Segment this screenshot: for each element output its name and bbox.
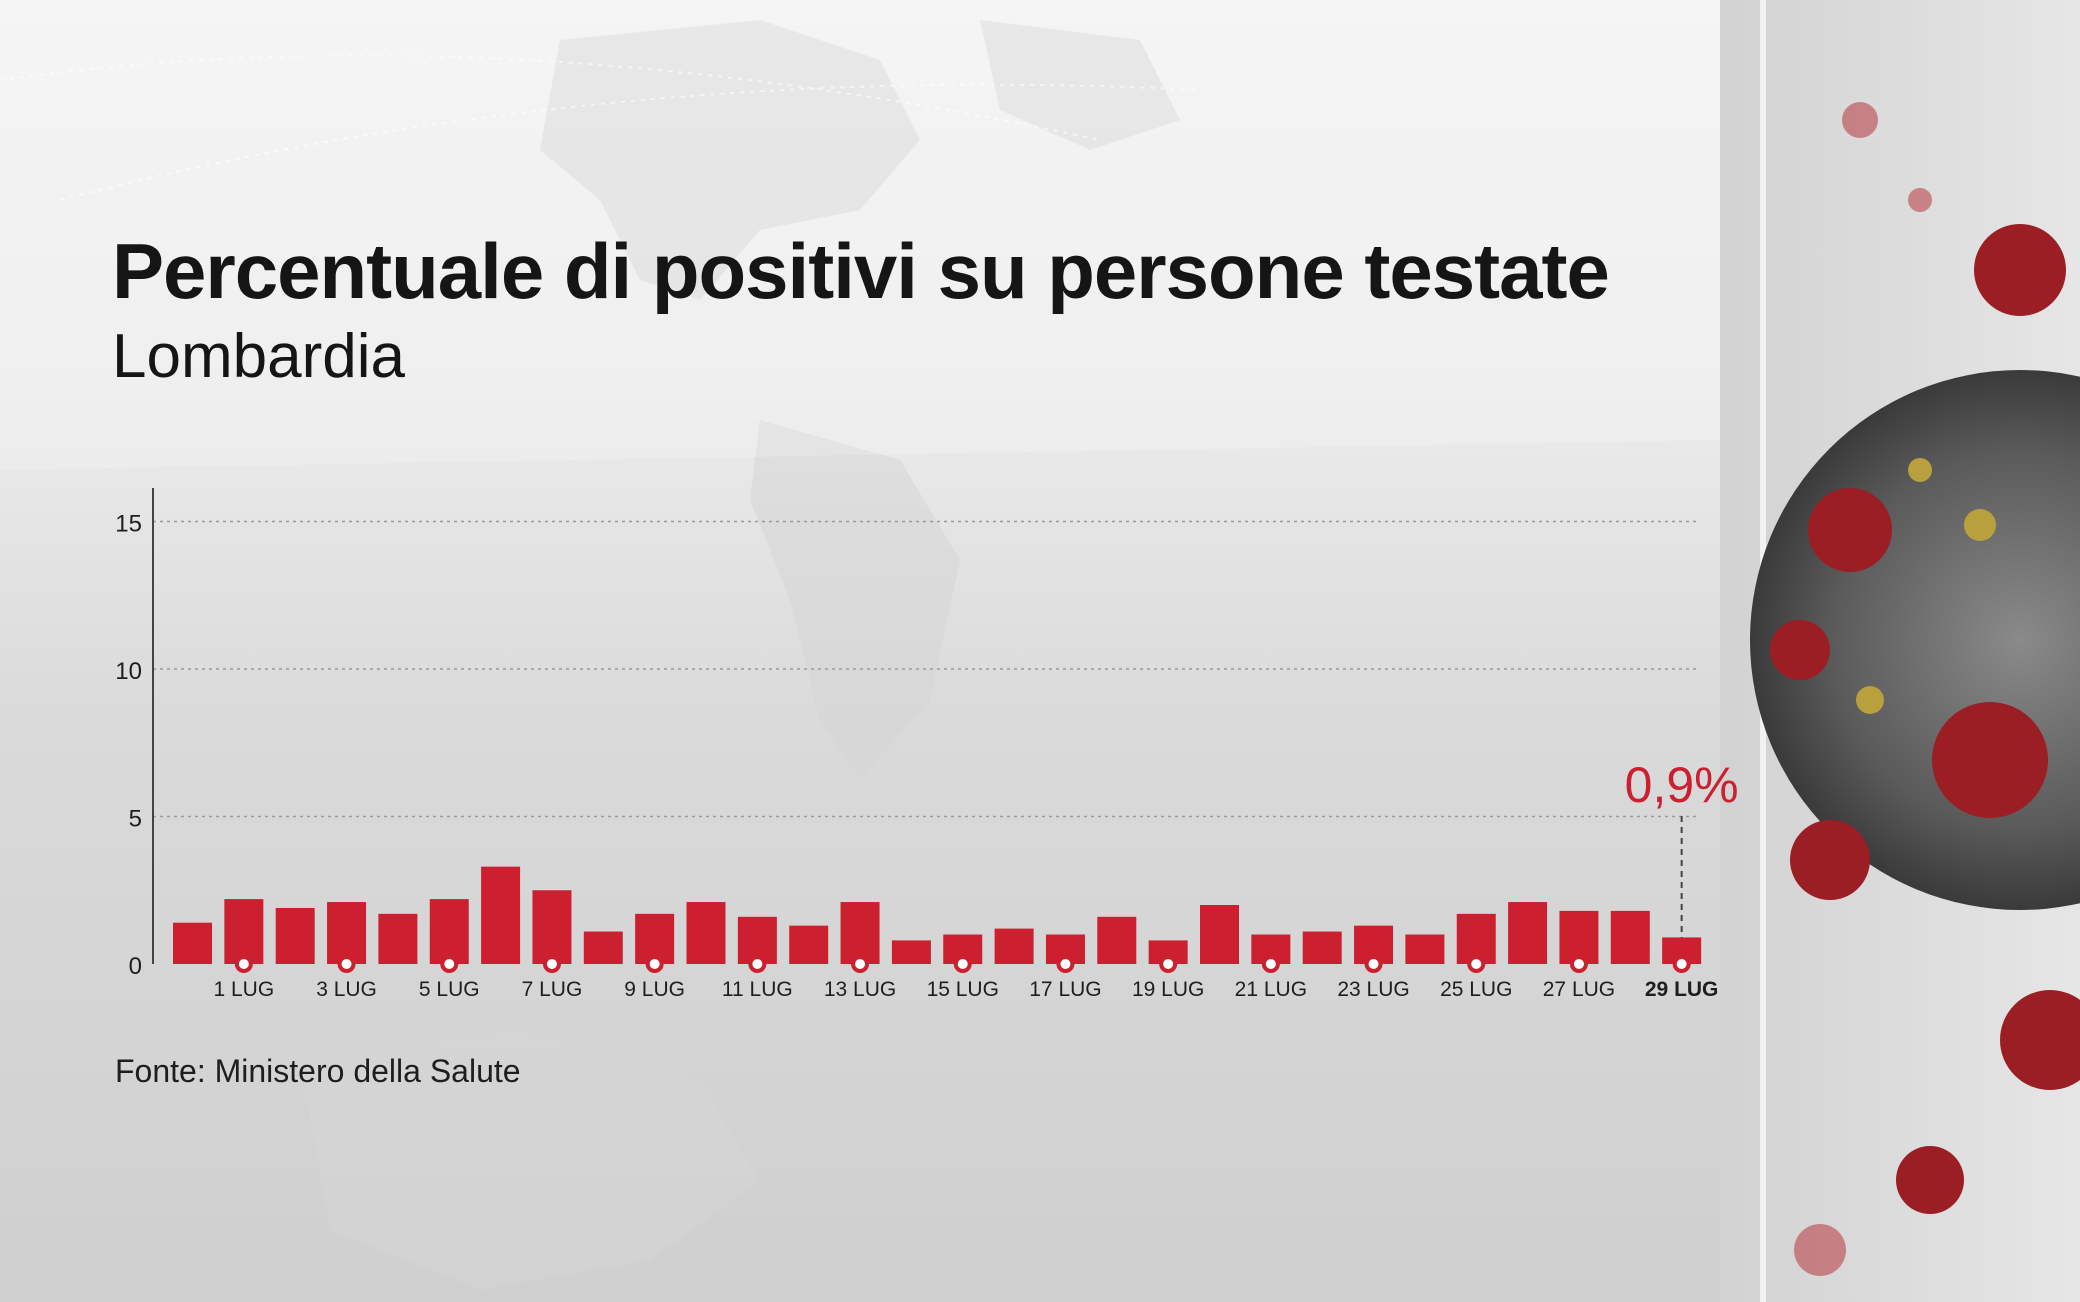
x-tick-marker [1159, 955, 1178, 973]
x-tick-marker [953, 955, 972, 973]
x-tick-label: 23 LUG [1337, 978, 1409, 1001]
bar-30-giu [173, 922, 212, 964]
x-tick-label: 27 LUG [1543, 978, 1615, 1001]
x-tick-label: 1 LUG [213, 978, 274, 1001]
y-tick-label: 10 [115, 658, 142, 685]
x-tick-label: 13 LUG [824, 978, 896, 1001]
x-tick-marker [1364, 955, 1383, 973]
x-tick-label: 21 LUG [1235, 978, 1307, 1001]
bar-18-lug [1097, 916, 1137, 964]
bar-7-lug [532, 890, 572, 964]
x-tick-label: 11 LUG [722, 978, 793, 1001]
x-tick-marker [1467, 955, 1486, 973]
bar-6-lug [481, 866, 521, 964]
y-tick-label: 0 [129, 953, 142, 980]
y-tick-label: 15 [115, 511, 142, 538]
bar-14-lug [891, 940, 931, 964]
bar-26-lug [1508, 902, 1548, 964]
bar-3-lug [327, 902, 367, 964]
source-note: Fonte: Ministero della Salute [115, 1053, 521, 1089]
x-tick-marker [542, 955, 561, 973]
highlight-value-label: 0,9% [1625, 757, 1739, 813]
x-tick-marker [1569, 955, 1588, 973]
x-tick-label: 7 LUG [522, 978, 583, 1001]
y-tick-label: 5 [129, 806, 142, 833]
x-tick-marker [748, 955, 767, 973]
highlight-annotation: 0,9% [1625, 757, 1739, 938]
coronavirus-image [1720, 0, 2080, 1302]
bar-16-lug [994, 928, 1034, 964]
x-axis-ticks: 1 LUG 3 LUG 5 LUG 7 LUG 9 LUG 11 LUG 13 LUG 15 … [213, 978, 1718, 1001]
x-tick-label: 9 LUG [624, 978, 685, 1001]
bar-4-lug [378, 913, 418, 964]
y-axis-ticks: 0 5 10 15 [115, 511, 142, 981]
x-tick-marker [1672, 955, 1691, 973]
bar-13-lug [840, 902, 880, 964]
x-tick-marker [440, 955, 459, 973]
x-tick-label: 5 LUG [419, 978, 480, 1001]
x-tick-marker [337, 955, 356, 973]
x-tick-label: 3 LUG [316, 978, 377, 1001]
grid-lines [153, 520, 1700, 818]
x-tick-marker [1056, 955, 1075, 973]
bar-24-lug [1405, 934, 1445, 964]
bar-12-lug [789, 925, 829, 964]
bar-28-lug [1610, 910, 1650, 964]
x-tick-marker [1261, 955, 1280, 973]
bar-20-lug [1200, 905, 1239, 964]
bar-19-lug [1148, 940, 1188, 964]
bars [173, 866, 1702, 964]
x-tick-marker [851, 955, 870, 973]
chart-subtitle: Lombardia [112, 322, 405, 391]
bar-10-lug [686, 902, 726, 964]
x-tick-label: 19 LUG [1132, 978, 1204, 1001]
x-tick-marker [645, 955, 664, 973]
bar-1-lug [224, 899, 264, 964]
bar-22-lug [1302, 931, 1342, 964]
x-tick-label: 17 LUG [1029, 978, 1101, 1001]
bar-8-lug [583, 931, 623, 964]
x-tick-label: 25 LUG [1440, 978, 1512, 1001]
x-tick-marker [234, 955, 253, 973]
chart-title: Percentuale di positivi su persone testa… [112, 227, 1610, 315]
x-tick-label: 15 LUG [927, 978, 999, 1001]
bar-2-lug [275, 907, 315, 964]
x-tick-label: 29 LUG [1645, 978, 1719, 1001]
bar-5-lug [429, 899, 469, 964]
x-axis-markers [234, 955, 1691, 973]
